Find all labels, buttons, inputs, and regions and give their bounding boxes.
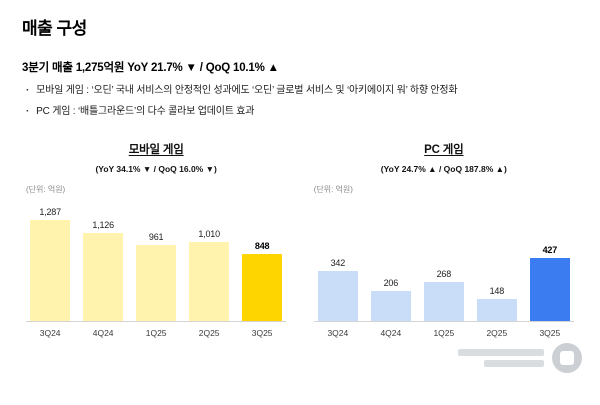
bar-value-label: 1,287 xyxy=(39,207,61,217)
bar xyxy=(529,258,570,321)
watermark-text-lines xyxy=(458,349,544,367)
bar xyxy=(242,254,283,321)
x-axis-label: 3Q24 xyxy=(327,328,349,338)
bar-value-label: 206 xyxy=(383,278,399,288)
chart-title: 모바일 게임 xyxy=(128,144,184,156)
bar-column: 848 xyxy=(242,241,283,321)
bar-column: 206 xyxy=(370,278,411,321)
bar-value-label: 1,010 xyxy=(198,229,220,239)
slide-header: 매출 구성 3분기 매출 1,275억원 YoY 21.7% ▼ / QoQ 1… xyxy=(0,0,600,118)
bar-column: 342 xyxy=(317,258,358,321)
bar xyxy=(189,242,230,321)
bar-column: 268 xyxy=(423,269,464,321)
bar-column: 1,126 xyxy=(83,220,124,321)
bullet-mobile-game: · 모바일 게임 : ‘오딘’ 국내 서비스의 안정적인 성과에도 ‘오딘’ 글… xyxy=(26,84,578,98)
charts-row: 모바일 게임 (YoY 34.1% ▼ / QoQ 16.0% ▼) (단위: … xyxy=(0,140,600,338)
chart-header: PC 게임 (YoY 24.7% ▲ / QoQ 187.8% ▲) xyxy=(314,140,574,174)
bar xyxy=(30,220,71,321)
bar xyxy=(423,282,464,321)
watermark-line xyxy=(458,349,544,356)
bullet-dot: · xyxy=(26,85,30,96)
chart-subtitle: (YoY 24.7% ▲ / QoQ 187.8% ▲) xyxy=(380,164,507,174)
bar-value-label: 1,126 xyxy=(92,220,114,230)
bar xyxy=(136,245,177,321)
bar-column: 148 xyxy=(476,286,517,321)
mobile-game-chart: 모바일 게임 (YoY 34.1% ▼ / QoQ 16.0% ▼) (단위: … xyxy=(26,140,287,338)
bar-column: 1,287 xyxy=(30,207,71,321)
unit-label: (단위: 억원) xyxy=(26,185,66,194)
x-axis-label: 4Q24 xyxy=(380,328,402,338)
bar xyxy=(370,291,411,321)
bullet-list: · 모바일 게임 : ‘오딘’ 국내 서비스의 안정적인 성과에도 ‘오딘’ 글… xyxy=(22,84,578,118)
bullet-dot: · xyxy=(26,105,30,117)
bar xyxy=(83,233,124,321)
x-axis-label: 2Q25 xyxy=(198,328,220,338)
bar-value-label: 961 xyxy=(148,232,164,242)
x-labels: 3Q24 4Q24 1Q25 2Q25 3Q25 xyxy=(26,328,286,338)
bars: 342 206 268 148 427 xyxy=(313,195,574,322)
bar xyxy=(317,271,358,321)
pc-game-chart: PC 게임 (YoY 24.7% ▲ / QoQ 187.8% ▲) (단위: … xyxy=(313,140,574,338)
bar-column: 427 xyxy=(529,245,570,321)
bar-value-label: 427 xyxy=(542,245,558,255)
bar-value-label: 848 xyxy=(254,241,270,251)
bullet-text: PC 게임 : ‘배틀그라운드’의 다수 콜라보 업데이트 효과 xyxy=(36,105,255,117)
watermark-logo-inner xyxy=(560,351,574,365)
x-axis-label: 1Q25 xyxy=(145,328,167,338)
watermark-logo-icon xyxy=(552,343,582,373)
chart-subtitle: (YoY 34.1% ▼ / QoQ 16.0% ▼) xyxy=(95,164,217,174)
revenue-summary: 3분기 매출 1,275억원 YoY 21.7% ▼ / QoQ 10.1% ▲ xyxy=(22,62,279,74)
press-watermark xyxy=(458,343,582,373)
watermark-line xyxy=(484,360,544,367)
x-axis-label: 3Q25 xyxy=(539,328,561,338)
x-axis-label: 4Q24 xyxy=(92,328,114,338)
bar-value-label: 268 xyxy=(436,269,452,279)
bar-column: 961 xyxy=(136,232,177,321)
chart-header: 모바일 게임 (YoY 34.1% ▼ / QoQ 16.0% ▼) xyxy=(26,140,286,174)
bar-value-label: 148 xyxy=(489,286,505,296)
bar-column: 1,010 xyxy=(189,229,230,321)
x-axis-label: 1Q25 xyxy=(433,328,455,338)
page-title: 매출 구성 xyxy=(22,19,87,38)
x-axis-label: 3Q25 xyxy=(251,328,273,338)
bullet-pc-game: · PC 게임 : ‘배틀그라운드’의 다수 콜라보 업데이트 효과 xyxy=(26,105,578,119)
x-labels: 3Q24 4Q24 1Q25 2Q25 3Q25 xyxy=(314,328,574,338)
bar-value-label: 342 xyxy=(330,258,346,268)
x-axis-label: 3Q24 xyxy=(39,328,61,338)
bar xyxy=(476,299,517,321)
bars: 1,287 1,126 961 1,010 848 xyxy=(26,195,287,322)
x-axis-label: 2Q25 xyxy=(486,328,508,338)
chart-title: PC 게임 xyxy=(424,144,464,156)
unit-label: (단위: 억원) xyxy=(313,185,353,194)
bullet-text: 모바일 게임 : ‘오딘’ 국내 서비스의 안정적인 성과에도 ‘오딘’ 글로벌… xyxy=(36,85,458,96)
